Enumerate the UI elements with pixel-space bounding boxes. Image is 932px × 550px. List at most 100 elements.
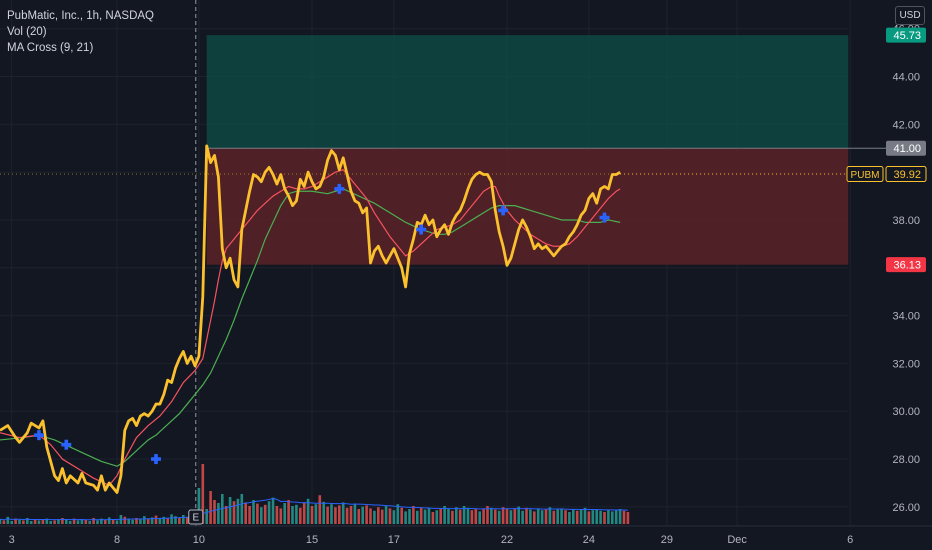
volume-bar — [267, 501, 271, 524]
volume-bar — [306, 498, 310, 524]
volume-bar — [392, 510, 396, 524]
volume-bar — [104, 519, 107, 524]
volume-bar — [314, 504, 318, 524]
volume-bar — [107, 517, 111, 524]
volume-bar — [49, 521, 52, 524]
y-tick-label: 38.00 — [892, 215, 920, 227]
volume-bar — [170, 514, 173, 524]
volume-bar — [552, 510, 556, 524]
currency-button[interactable]: USD — [895, 6, 925, 25]
volume-bar — [533, 511, 536, 524]
volume-bar — [248, 506, 251, 524]
volume-bar — [587, 511, 591, 524]
volume-bar — [33, 519, 37, 524]
volume-bar — [271, 497, 275, 524]
series-line-pubm — [0, 144, 621, 494]
volume-bar — [302, 502, 306, 524]
volume-bar — [478, 511, 481, 524]
volume-bar — [462, 506, 466, 524]
volume-bar — [361, 506, 364, 524]
volume-bar — [154, 515, 158, 524]
volume-bar — [162, 516, 166, 524]
volume-bar — [205, 509, 208, 524]
y-tick-label: 30.00 — [892, 406, 920, 418]
entry-price-tag — [886, 140, 926, 156]
stop-zone — [206, 148, 849, 265]
volume-bar — [330, 504, 333, 524]
volume-bar — [579, 509, 583, 524]
volume-bar — [603, 512, 606, 524]
volume-bar — [341, 502, 345, 524]
volume-bar — [470, 510, 474, 524]
volume-bar — [451, 510, 454, 524]
current-price-tag — [886, 166, 926, 182]
y-tick-label: 26.00 — [892, 502, 920, 514]
volume-bar — [26, 518, 29, 524]
volume-bar — [263, 504, 267, 524]
volume-bar — [127, 518, 130, 524]
volume-bar — [88, 521, 91, 524]
volume-bar — [0, 519, 2, 524]
volume-bar — [131, 519, 134, 524]
volume-bar — [146, 518, 150, 524]
ticker-tag-label: PUBM — [851, 170, 880, 181]
y-tick-label: 44.00 — [892, 72, 920, 84]
volume-bar — [353, 503, 357, 524]
volume-bar — [474, 508, 478, 524]
indicator-ma-cross[interactable]: MA Cross (9, 21) — [7, 42, 94, 54]
volume-bar — [53, 520, 56, 524]
volume-bar — [18, 519, 21, 524]
volume-bar — [178, 517, 181, 524]
volume-bar — [295, 504, 298, 524]
volume-bar — [287, 500, 290, 524]
volume-bar — [174, 516, 177, 524]
volume-bar — [123, 516, 127, 524]
volume-bar — [556, 509, 559, 524]
volume-bar — [349, 506, 353, 524]
chart-title: PubMatic, Inc., 1h, NASDAQ — [7, 10, 155, 22]
volume-bar — [572, 509, 575, 524]
cross-marker — [64, 439, 69, 450]
volume-bars — [0, 464, 630, 524]
volume-bar — [318, 495, 322, 524]
indicator-volume[interactable]: Vol (20) — [7, 26, 47, 38]
volume-bar — [595, 509, 598, 524]
volume-bar — [388, 508, 392, 524]
volume-bar — [158, 518, 162, 524]
cross-marker — [337, 183, 342, 194]
cross-marker — [419, 224, 423, 235]
volume-bar — [384, 506, 388, 524]
volume-bar — [224, 506, 228, 524]
volume-bar — [455, 507, 458, 524]
volume-bar — [240, 494, 244, 524]
volume-bar — [252, 500, 255, 524]
volume-bar — [373, 510, 376, 524]
target-price-tag — [886, 27, 926, 43]
volume-bar — [68, 521, 72, 524]
volume-bar — [6, 516, 10, 524]
volume-bar — [256, 503, 259, 524]
volume-bar — [435, 510, 439, 524]
volume-bar — [326, 506, 329, 524]
volume-bar — [334, 507, 337, 524]
volume-bar — [583, 507, 587, 524]
y-tick-label: 28.00 — [892, 454, 920, 466]
volume-bar — [396, 504, 400, 524]
volume-bar — [96, 520, 99, 524]
x-tick-label: 22 — [501, 534, 513, 546]
volume-bar — [521, 510, 524, 524]
earnings-marker-label: E — [192, 513, 199, 524]
volume-bar — [322, 501, 325, 524]
volume-bar — [209, 491, 212, 524]
volume-bar — [517, 506, 520, 524]
volume-bar — [57, 519, 60, 524]
volume-bar — [14, 518, 17, 524]
volume-bar — [611, 511, 614, 524]
stop-price-tag-label: 36.13 — [893, 260, 921, 272]
volume-bar — [76, 520, 80, 524]
volume-bar — [431, 512, 435, 524]
volume-bar — [37, 520, 41, 524]
entry-price-tag-label: 41.00 — [893, 143, 921, 155]
volume-bar — [236, 498, 240, 524]
